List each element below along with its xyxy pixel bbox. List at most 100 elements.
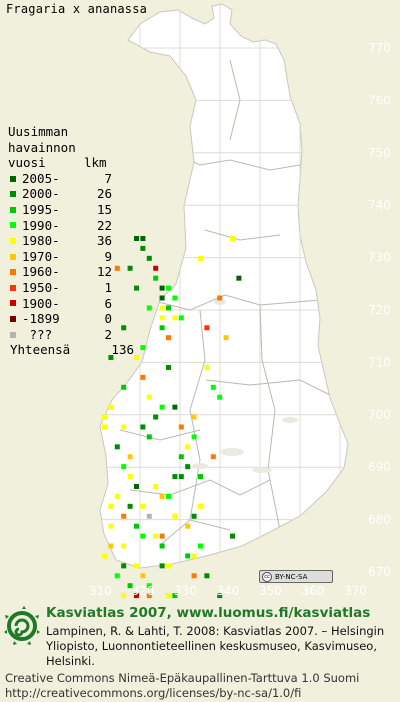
occurrence-square: [185, 553, 191, 559]
occurrence-square: [159, 563, 165, 569]
occurrence-square: [140, 503, 146, 509]
x-tick-label: 330: [174, 584, 197, 598]
legend-row: 1960- 12: [8, 264, 134, 280]
legend-label: 1960-: [22, 264, 60, 280]
y-tick-label: 690: [368, 460, 391, 474]
occurrence-square: [102, 553, 107, 559]
occurrence-square: [127, 503, 133, 509]
legend-swatch: [10, 191, 16, 198]
x-tick-label: 310: [89, 584, 112, 598]
occurrence-square: [140, 245, 146, 251]
legend-count: 1: [104, 279, 112, 295]
legend-label: 1900-: [22, 295, 60, 311]
cc-license-badge[interactable]: cc BY-NC-SA: [259, 570, 333, 583]
legend-label: ???: [22, 326, 53, 342]
occurrence-square: [166, 593, 171, 599]
legend-count: 22: [96, 217, 112, 233]
legend-count: 6: [104, 295, 112, 311]
x-tick-label: 360: [302, 584, 325, 598]
kasviatlas-link[interactable]: Kasviatlas 2007, www.luomus.fi/kasviatla…: [46, 605, 371, 621]
kasviatlas-snail-logo-icon: [4, 606, 40, 645]
legend-swatch: [10, 206, 16, 213]
legend-count: 15: [96, 201, 112, 217]
legend-row: 2005- 7: [8, 171, 134, 187]
occurrence-square: [159, 315, 165, 321]
legend-row: 1990- 22: [8, 218, 134, 234]
occurrence-square: [159, 543, 165, 549]
occurrence-square: [121, 464, 127, 470]
occurrence-square: [140, 236, 146, 241]
occurrence-square: [198, 474, 203, 480]
occurrence-square: [185, 464, 191, 470]
occurrence-square: [121, 593, 127, 599]
citation: Lampinen, R. & Lahti, T. 2008: Kasviatla…: [46, 624, 385, 668]
occurrence-square: [159, 285, 165, 291]
occurrence-square: [217, 295, 223, 301]
occurrence-square: [121, 513, 127, 519]
occurrence-square: [127, 454, 133, 460]
legend-label: 1970-: [22, 248, 60, 264]
legend-row: 1970- 9: [8, 249, 134, 265]
occurrence-square: [230, 236, 235, 241]
occurrence-square: [114, 573, 120, 579]
occurrence-square: [166, 364, 171, 370]
occurrence-square: [146, 305, 152, 311]
occurrence-square: [230, 533, 235, 539]
legend-total-label: Yhteensä: [10, 342, 71, 358]
legend-header-1: Uusimman: [8, 124, 69, 139]
legend-label: 1950-: [22, 279, 60, 295]
occurrence-square: [178, 454, 184, 460]
cc-icon: cc: [262, 571, 272, 582]
legend-label: 1990-: [22, 217, 60, 233]
legend-count-header: lkm: [84, 155, 107, 171]
legend-count: 9: [104, 248, 112, 264]
legend-count: 36: [96, 233, 112, 249]
occurrence-square: [140, 345, 146, 351]
occurrence-square: [166, 305, 171, 311]
y-axis-ticks: 770 760 750 740 730 720 710 700 690 680 670: [368, 41, 391, 579]
legend-count: 2: [104, 326, 112, 342]
occurrence-square: [114, 493, 120, 499]
occurrence-square: [108, 543, 114, 549]
legend-total-row: Yhteensä 136: [8, 342, 134, 358]
occurrence-square: [172, 593, 178, 599]
legend-swatch: [10, 222, 16, 229]
occurrence-square: [166, 335, 171, 341]
occurrence-square: [146, 255, 152, 261]
x-tick-label: 340: [217, 584, 240, 598]
legend-row: 1995- 15: [8, 202, 134, 218]
y-tick-label: 750: [368, 146, 391, 160]
y-tick-label: 720: [368, 303, 391, 317]
license-text: Creative Commons Nimeä-Epäkaupallinen-Ta…: [5, 671, 359, 701]
occurrence-square: [108, 523, 114, 529]
occurrence-square: [191, 414, 197, 420]
x-axis-ticks: 310 320 330 340 350 360 370: [89, 584, 367, 598]
occurrence-square: [127, 474, 133, 480]
occurrence-square: [146, 394, 152, 400]
occurrence-square: [172, 404, 178, 410]
occurrence-square: [146, 593, 152, 599]
occurrence-square: [236, 275, 242, 281]
occurrence-square: [102, 424, 107, 430]
occurrence-square: [140, 573, 146, 579]
occurrence-square: [191, 513, 197, 519]
occurrence-square: [166, 493, 171, 499]
occurrence-square: [159, 404, 165, 410]
occurrence-square: [140, 374, 146, 380]
occurrence-square: [153, 275, 159, 281]
legend-row: ??? 2: [8, 327, 134, 343]
occurrence-square: [172, 474, 178, 480]
y-tick-label: 680: [368, 513, 391, 527]
occurrence-square: [134, 593, 139, 599]
legend-swatch: [10, 269, 16, 276]
occurrence-square: [198, 543, 203, 549]
occurrence-square: [108, 503, 114, 509]
y-tick-label: 770: [368, 41, 391, 55]
occurrence-square: [178, 424, 184, 430]
legend-header-2: havainnon: [8, 139, 76, 155]
occurrence-square: [121, 384, 127, 390]
license-url[interactable]: http://creativecommons.org/licenses/by-n…: [5, 686, 302, 700]
occurrence-square: [153, 533, 159, 539]
occurrence-square: [178, 315, 184, 321]
y-tick-label: 670: [368, 565, 391, 579]
